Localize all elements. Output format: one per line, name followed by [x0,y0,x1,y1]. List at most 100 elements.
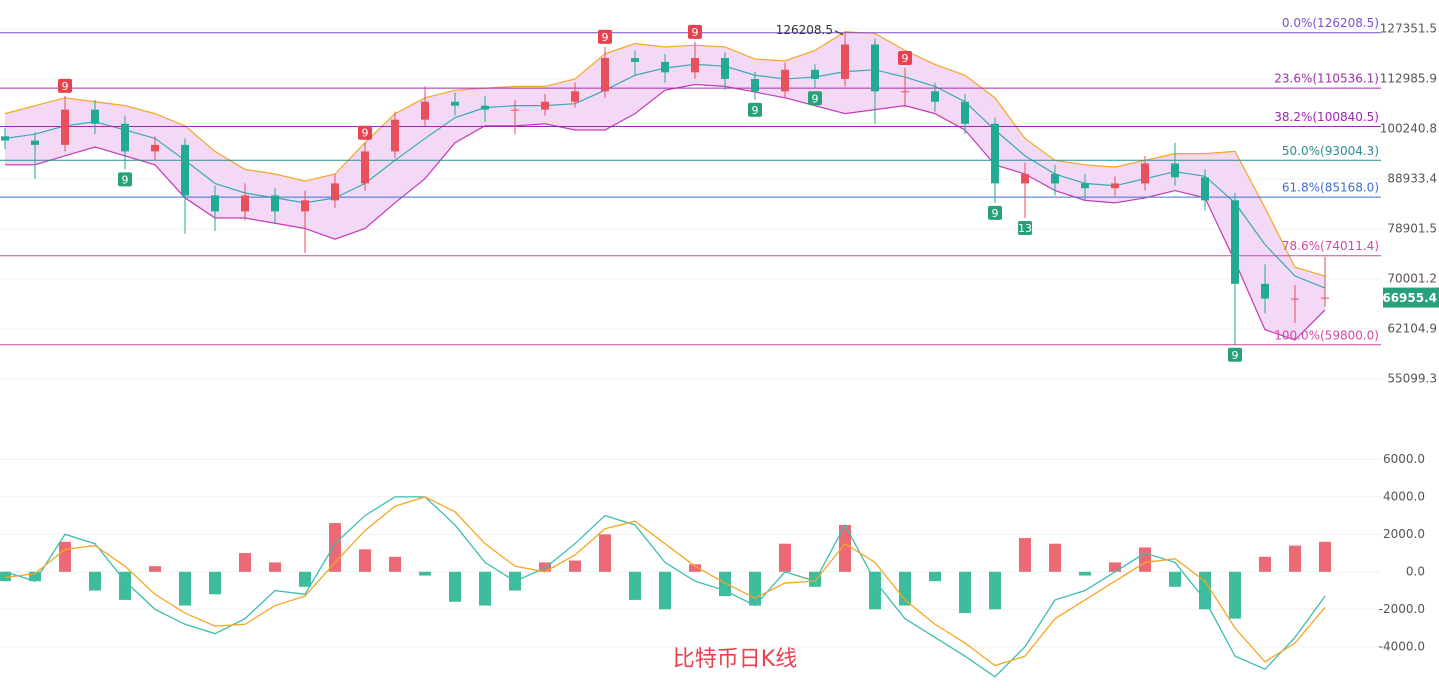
candle-body [901,91,909,93]
y-tick-label: 70001.2 [1387,272,1437,286]
candle-body [571,91,579,102]
td-badge [1228,347,1242,362]
macd-line [4,496,1326,678]
td-label: 9 [902,52,909,65]
candle-body [1111,183,1119,189]
candle-body [721,58,729,79]
td-label: 9 [122,173,129,186]
macd-bar [539,562,551,572]
candle-body [1081,183,1089,189]
macd-bar [1319,541,1331,572]
y-tick-label: 127351.5 [1380,21,1437,35]
y-tick-label: 2000.0 [1383,527,1425,541]
candle-body [1261,283,1269,299]
caption: 比特币日K线 [673,647,797,672]
macd-bar [299,571,311,587]
macd-bar [149,566,161,572]
y-tick-label: 4000.0 [1383,489,1425,503]
candle-body [421,101,429,120]
td-badge [898,50,912,65]
y-tick-label: 6000.0 [1383,452,1425,466]
macd-bar [1109,562,1121,572]
macd-bar [1019,538,1031,572]
macd-bar [359,549,371,572]
candle-body [1021,174,1029,184]
macd-bar [269,562,281,572]
candle-body [1171,163,1179,178]
candle-body [331,183,339,201]
y-tick-label: 55099.3 [1387,372,1437,386]
macd-line [4,496,1326,667]
macd-bar [869,571,881,610]
macd-bar [389,556,401,572]
candle-body [361,151,369,184]
bollinger-lower [5,83,1326,341]
candle-body [601,58,609,92]
y-tick-label: 100240.8 [1380,121,1437,135]
td-badge [1018,221,1032,236]
y-tick-label: 88933.4 [1387,171,1437,185]
macd-bar [329,523,341,572]
candle-body [271,195,279,212]
fib-label: 100.0%(59800.0) [1274,328,1379,342]
candle-body [991,123,999,184]
td-badge [598,29,612,44]
macd-bar [1139,547,1151,572]
candle-body [1,136,9,141]
candle-body [301,200,309,212]
td-badge [808,91,822,106]
macd-bar [629,571,641,600]
td-label: 9 [362,127,369,140]
candle-body [961,101,969,124]
fib-label: 61.8%(85168.0) [1282,181,1379,195]
td-label: 9 [62,80,69,93]
candle-body [541,101,549,110]
td-label: 9 [992,207,999,220]
macd-bar [239,553,251,572]
band-fill [5,31,1325,340]
macd-bar [1049,543,1061,572]
candle-body [1141,163,1149,184]
candle-body [1201,177,1209,201]
fib-label: 50.0%(93004.3) [1282,144,1379,158]
macd-bar [1199,571,1211,610]
candle-body [91,109,99,124]
macd-bar [1289,545,1301,572]
macd-bar [839,524,851,572]
fib-label: 0.0%(126208.5) [1282,16,1379,30]
candle-body [1051,174,1059,184]
candle-body [1231,200,1239,284]
y-tick-label: -2000.0 [1379,602,1425,616]
td-label: 13 [1018,222,1032,235]
y-tick-label: 78901.5 [1387,221,1437,235]
macd-bar [779,543,791,572]
candle-body [61,109,69,145]
candle-body [841,44,849,79]
high-arrow [834,30,844,36]
macd-bar [209,571,221,595]
macd-bar [1259,556,1271,572]
macd-bar [59,541,71,572]
macd-bar [989,571,1001,610]
macd-bar [119,571,131,600]
candle-body [781,69,789,92]
candle-body [211,195,219,212]
y-tick-label: 62104.9 [1387,322,1437,336]
y-tick-label: -4000.0 [1379,639,1425,653]
candle-body [151,144,159,152]
candle-body [691,58,699,73]
y-tick-label: 112985.9 [1380,71,1437,85]
candle-body [31,140,39,145]
macd-bar [959,571,971,614]
candle-body [511,109,519,111]
td-label: 9 [812,92,819,105]
price-tag [1383,287,1439,308]
macd-bar [599,534,611,572]
candle-body [751,78,759,92]
td-label: 9 [1232,349,1239,362]
macd-bar [689,564,701,572]
high-marker: 126208.5 [776,23,833,37]
macd-bar [929,571,941,582]
